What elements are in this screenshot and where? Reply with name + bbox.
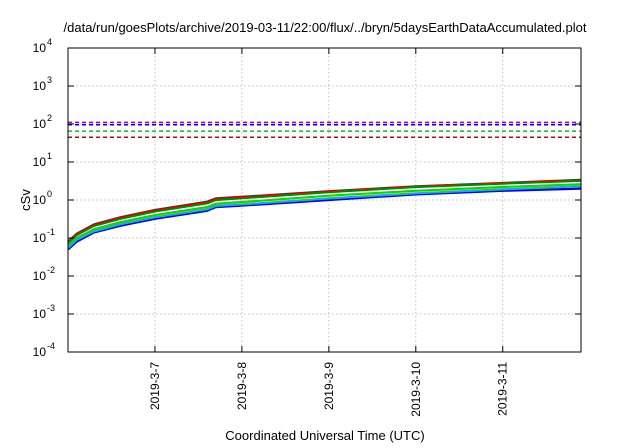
y-tick-label: 10 <box>33 345 47 359</box>
y-tick-exponent: -4 <box>47 341 55 351</box>
x-tick-label: 2019-3-9 <box>322 362 336 410</box>
y-tick-base: 10 <box>33 307 47 321</box>
y-tick-exponent: 4 <box>47 37 52 47</box>
x-axis-label: Coordinated Universal Time (UTC) <box>225 428 424 443</box>
y-tick-exponent: 0 <box>47 189 52 199</box>
x-tick-label: 2019-3-11 <box>496 362 510 416</box>
y-tick-exponent: -3 <box>47 303 55 313</box>
y-tick-exponent: 3 <box>47 75 52 85</box>
y-tick-exponent: -2 <box>47 265 55 275</box>
y-tick-base: 10 <box>33 79 47 93</box>
y-tick-label: 10 <box>33 41 47 55</box>
y-tick-base: 10 <box>33 117 47 131</box>
series-line <box>67 183 582 246</box>
y-tick-label: 10 <box>33 269 47 283</box>
y-tick-base: 10 <box>33 41 47 55</box>
y-tick-label: 10 <box>33 193 47 207</box>
y-tick-label: 10 <box>33 307 47 321</box>
y-tick-exponent: 2 <box>47 113 52 123</box>
y-tick-base: 10 <box>33 155 47 169</box>
y-tick-exponent: -1 <box>47 227 55 237</box>
series-line <box>67 185 582 249</box>
chart-title: /data/run/goesPlots/archive/2019-03-11/2… <box>64 20 587 35</box>
y-tick-label: 10 <box>33 155 47 169</box>
x-tick-label: 2019-3-10 <box>409 362 423 417</box>
y-tick-label: 10 <box>33 231 47 245</box>
y-tick-base: 10 <box>33 193 47 207</box>
y-axis-label: cSv <box>18 189 33 211</box>
series-line <box>67 187 582 251</box>
y-tick-exponent: 1 <box>47 151 52 161</box>
x-axis: 2019-3-7 2019-3-8 2019-3-9 2019-3-10 2019-3-… <box>148 48 510 417</box>
y-tick-label: 10 <box>33 79 47 93</box>
y-tick-base: 10 <box>33 231 47 245</box>
x-tick-label: 2019-3-8 <box>235 362 249 410</box>
series-line <box>67 179 582 244</box>
y-tick-base: 10 <box>33 269 47 283</box>
x-tick-label: 2019-3-7 <box>148 362 162 410</box>
y-tick-base: 10 <box>33 345 47 359</box>
series-group <box>67 121 582 251</box>
y-tick-label: 10 <box>33 117 47 131</box>
